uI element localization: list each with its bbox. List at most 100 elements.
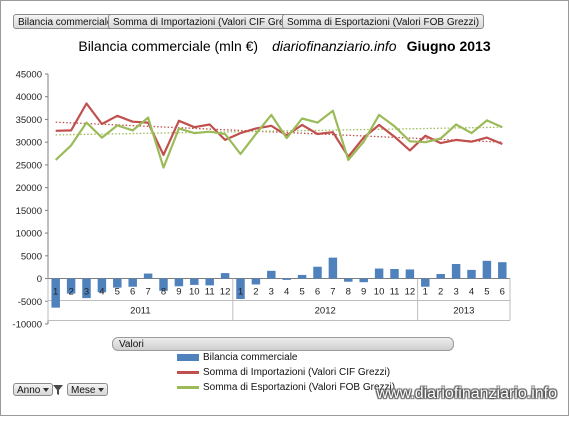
- x-tick-label-month: 11: [205, 287, 215, 298]
- x-tick-label-month: 11: [390, 287, 400, 298]
- bar-bilancia: [344, 278, 353, 282]
- bar-bilancia: [359, 278, 368, 283]
- watermark-text: www.diariofinanziario.info: [376, 385, 557, 402]
- y-tick-label: 30000: [16, 138, 42, 149]
- x-tick-label-month: 8: [161, 287, 166, 298]
- y-tick-label: 35000: [16, 115, 42, 126]
- x-tick-label-month: 10: [374, 287, 385, 298]
- x-tick-label-month: 12: [405, 287, 416, 298]
- x-tick-label-month: 12: [220, 287, 231, 298]
- bar-bilancia: [467, 269, 476, 279]
- trendline: [55, 126, 503, 136]
- x-tick-label-month: 6: [130, 287, 135, 298]
- x-tick-label-month: 3: [453, 287, 458, 298]
- bar-bilancia: [159, 278, 168, 291]
- values-field-label: Valori: [119, 339, 144, 350]
- x-tick-label-month: 10: [189, 287, 200, 298]
- field-button-esportazioni[interactable]: Somma di Esportazioni (Valori FOB Grezzi…: [282, 14, 485, 29]
- bar-bilancia: [405, 269, 415, 279]
- legend-swatch-importazioni: [177, 371, 199, 374]
- y-tick-label: 5000: [21, 251, 42, 262]
- x-tick-label-month: 7: [145, 287, 150, 298]
- x-tick-label-month: 3: [269, 287, 274, 298]
- bar-bilancia: [236, 278, 245, 299]
- x-tick-label-month: 2: [438, 287, 443, 298]
- dropdown-arrow-icon: [98, 388, 105, 393]
- bar-bilancia: [282, 278, 291, 280]
- y-tick-label: -5000: [18, 297, 42, 308]
- y-tick-label: 45000: [16, 70, 42, 81]
- filter-label-mese: Mese: [71, 385, 96, 396]
- bar-bilancia: [190, 278, 199, 285]
- x-tick-label-month: 1: [238, 287, 243, 298]
- bar-bilancia: [297, 274, 307, 279]
- x-tick-label-month: 4: [284, 287, 289, 298]
- filter-label-anno: Anno: [17, 385, 41, 396]
- bar-bilancia: [205, 278, 214, 286]
- y-tick-label: 25000: [16, 160, 42, 171]
- x-tick-label-month: 9: [176, 287, 181, 298]
- x-tick-label-year: 2013: [453, 306, 474, 317]
- x-tick-label-month: 8: [346, 287, 351, 298]
- dropdown-arrow-icon: [43, 388, 50, 393]
- y-tick-label: 0: [37, 274, 42, 285]
- x-tick-label-month: 9: [361, 287, 366, 298]
- line-importazioni: [55, 102, 503, 158]
- filter-button-anno[interactable]: Anno: [13, 383, 54, 396]
- chart-title: Bilancia commerciale (mln €) diariofinanz…: [0, 38, 569, 54]
- bar-bilancia: [267, 270, 276, 279]
- bar-bilancia: [97, 278, 107, 293]
- bar-bilancia: [498, 262, 507, 279]
- bar-bilancia: [374, 268, 384, 279]
- x-tick-label-month: 1: [423, 287, 428, 298]
- x-tick-label-year: 2011: [130, 306, 150, 317]
- bar-bilancia: [436, 274, 445, 279]
- x-tick-label-month: 5: [115, 287, 120, 298]
- legend-swatch-esportazioni: [177, 386, 199, 389]
- x-tick-label-month: 6: [500, 287, 505, 298]
- chart-title-period: Giugno 2013: [406, 38, 491, 54]
- x-tick-label-month: 2: [68, 287, 73, 298]
- bar-bilancia: [66, 278, 76, 294]
- bar-bilancia: [328, 257, 338, 279]
- y-tick-label: 40000: [16, 92, 42, 103]
- x-tick-label-year: 2012: [315, 306, 336, 317]
- x-tick-label-month: 4: [99, 287, 104, 298]
- x-tick-label-month: 6: [315, 287, 320, 298]
- x-tick-label-month: 4: [469, 287, 474, 298]
- bar-bilancia: [482, 260, 492, 279]
- legend-label-importazioni: Somma di Importazioni (Valori CIF Grezzi…: [203, 367, 391, 378]
- line-esportazioni: [54, 109, 503, 169]
- chart-title-site: diariofinanziario.info: [272, 38, 397, 54]
- filter-button-mese[interactable]: Mese: [67, 383, 109, 396]
- x-tick-label-month: 5: [484, 287, 489, 298]
- funnel-filter-icon[interactable]: [52, 384, 64, 396]
- trendline: [55, 121, 503, 143]
- y-tick-label: 20000: [16, 183, 42, 194]
- bar-bilancia: [251, 278, 261, 285]
- bar-bilancia: [113, 278, 122, 288]
- y-tick-label: 15000: [16, 206, 42, 217]
- x-tick-label-month: 7: [330, 287, 335, 298]
- bar-bilancia: [174, 278, 184, 287]
- legend-swatch-bilancia: [177, 354, 199, 361]
- bar-bilancia: [220, 273, 230, 279]
- bar-bilancia: [51, 278, 60, 308]
- y-tick-label: 10000: [16, 229, 42, 240]
- bar-bilancia: [390, 269, 399, 279]
- bar-bilancia: [451, 264, 461, 279]
- bar-bilancia: [143, 273, 153, 279]
- legend-label-esportazioni: Somma di Esportazioni (Valori FOB Grezzi…: [203, 382, 396, 393]
- bar-bilancia: [421, 278, 430, 287]
- bar-bilancia: [82, 278, 91, 299]
- bar-bilancia: [313, 266, 322, 279]
- x-tick-label-month: 5: [299, 287, 304, 298]
- values-field-bar[interactable]: Valori: [112, 337, 454, 351]
- legend-label-bilancia: Bilancia commerciale: [203, 352, 298, 363]
- y-tick-label: -10000: [12, 320, 42, 331]
- bar-bilancia: [128, 278, 137, 287]
- x-tick-label-month: 1: [53, 287, 58, 298]
- chart-title-main: Bilancia commerciale (mln €): [78, 38, 259, 54]
- x-tick-label-month: 3: [84, 287, 89, 298]
